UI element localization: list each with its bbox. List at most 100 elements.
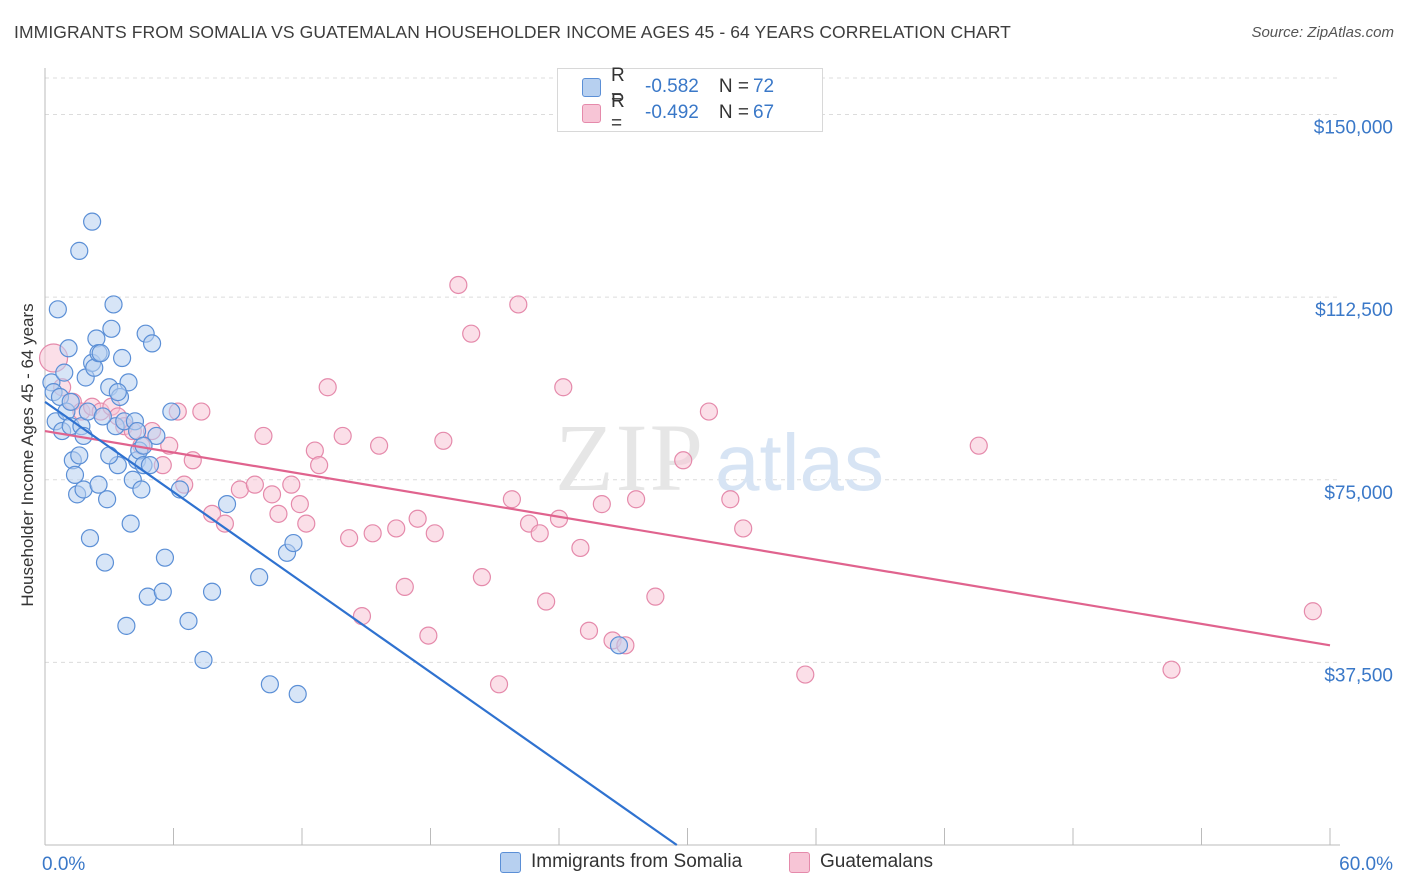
n-value: 67 [752,102,775,123]
chart-title: IMMIGRANTS FROM SOMALIA VS GUATEMALAN HO… [14,22,1011,42]
trend-lines [44,400,1331,846]
data-point-guatemalans [502,490,521,509]
watermark-atlas: atlas [715,418,884,507]
data-point-guatemalans [370,436,389,455]
data-point-guatemalans [674,451,693,470]
data-point-somalia [70,241,89,260]
n-label: N = [718,76,749,97]
data-point-guatemalans [160,436,179,455]
data-point-somalia [91,344,110,363]
axes [44,68,1340,846]
series-somalia-points [42,212,629,704]
data-point-guatemalans [297,514,316,533]
data-point-somalia [112,348,132,368]
data-point-guatemalans [509,295,528,314]
data-point-somalia [153,582,172,601]
r-label: R = [611,65,625,108]
data-point-guatemalans [230,480,249,499]
y-tick-label: $112,500 [1315,300,1393,321]
data-point-somalia [147,426,166,446]
data-point-guatemalans [1303,602,1322,621]
data-point-somalia [65,465,85,484]
correlation-legend: R = -0.582 N = 72 R = -0.492 N = 67 [557,65,823,134]
data-point-guatemalans [425,524,444,543]
series-legend: Immigrants from Somalia Guatemalans [0,851,1406,879]
data-point-guatemalans [734,519,753,538]
n-value: 72 [752,76,775,97]
data-point-somalia [202,582,222,601]
legend-label-guatemalans: Guatemalans [820,851,934,872]
data-point-somalia [98,490,117,509]
x-tick-label-right: 60.0% [1339,854,1393,875]
data-point-somalia [138,587,157,606]
data-point-somalia [102,319,121,338]
data-point-somalia [288,684,307,704]
data-point-guatemalans [592,495,611,514]
data-point-somalia [61,392,80,411]
data-point-guatemalans [699,402,719,421]
data-point-guatemalans [215,514,234,533]
legend-swatch-guatemalans [789,851,810,873]
source-credit: Source: ZipAtlas.com [1251,24,1394,41]
legend-swatch-somalia [582,77,601,97]
data-point-guatemalans [340,529,359,548]
r-value: -0.582 [645,76,699,97]
data-point-guatemalans [434,431,453,450]
grid-lines [45,77,1340,663]
data-point-guatemalans [419,626,438,645]
data-point-guatemalans [192,402,211,421]
data-point-guatemalans [408,509,427,528]
y-axis-label: Householder Income Ages 45 - 64 years [18,303,37,606]
x-tick-label-left: 0.0% [42,854,85,875]
data-point-guatemalans [554,378,573,397]
data-point-somalia [162,402,181,421]
data-point-somalia [284,533,303,553]
data-point-guatemalans [333,426,352,446]
data-point-guatemalans [449,275,468,295]
legend-swatch-somalia [500,851,521,873]
data-point-somalia [100,446,119,465]
data-point-guatemalans [290,495,309,514]
data-point-guatemalans [462,324,481,343]
data-point-somalia [80,529,100,548]
data-point-guatemalans [1162,660,1181,679]
data-point-somalia [70,446,89,465]
watermark: ZIP atlas [555,404,884,511]
data-point-guatemalans [269,504,288,523]
data-point-somalia [48,300,67,319]
data-point-somalia [142,334,162,353]
data-point-guatemalans [395,577,414,596]
data-point-somalia [260,675,279,694]
data-point-guatemalans [796,665,815,684]
data-point-somalia [83,212,102,231]
data-point-guatemalans [721,490,740,509]
data-point-somalia [108,383,127,402]
data-point-somalia [104,295,123,314]
y-tick-label: $75,000 [1324,483,1393,504]
data-point-guatemalans [579,621,599,640]
data-point-somalia [55,363,74,382]
data-point-guatemalans [472,568,491,587]
data-point-guatemalans [282,475,301,494]
data-point-guatemalans [626,490,646,509]
legend-swatch-guatemalans [582,103,601,123]
data-point-guatemalans [387,519,406,538]
data-point-somalia [117,616,136,635]
data-point-guatemalans [318,378,337,397]
data-point-somalia [121,514,140,533]
data-point-somalia [78,402,97,421]
data-point-guatemalans [363,524,382,543]
data-point-guatemalans [254,426,273,446]
data-point-somalia [609,636,629,655]
data-point-somalia [155,548,175,567]
r-value: -0.492 [645,102,699,123]
data-point-guatemalans [646,587,665,606]
data-point-guatemalans [310,456,329,475]
data-point-guatemalans [245,475,264,494]
y-tick-label: $150,000 [1314,118,1393,139]
legend-row-somalia: R = -0.582 N = 72 [582,65,778,108]
legend-item-somalia: Immigrants from Somalia [500,851,742,873]
data-point-somalia [140,456,160,475]
data-point-guatemalans [571,538,590,558]
